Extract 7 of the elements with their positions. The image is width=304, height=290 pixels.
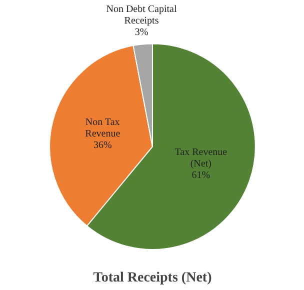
text: Total Receipts (Net)	[93, 270, 212, 286]
slice-label: Non Debt Capital Receipts	[106, 4, 177, 26]
slice-label: Tax Revenue (Net)	[174, 146, 228, 170]
data-label: 3%	[134, 26, 148, 38]
slice-label: Non Tax Revenue	[85, 116, 121, 140]
data-label: 61%	[192, 170, 210, 182]
data-label: 36%	[94, 140, 112, 151]
